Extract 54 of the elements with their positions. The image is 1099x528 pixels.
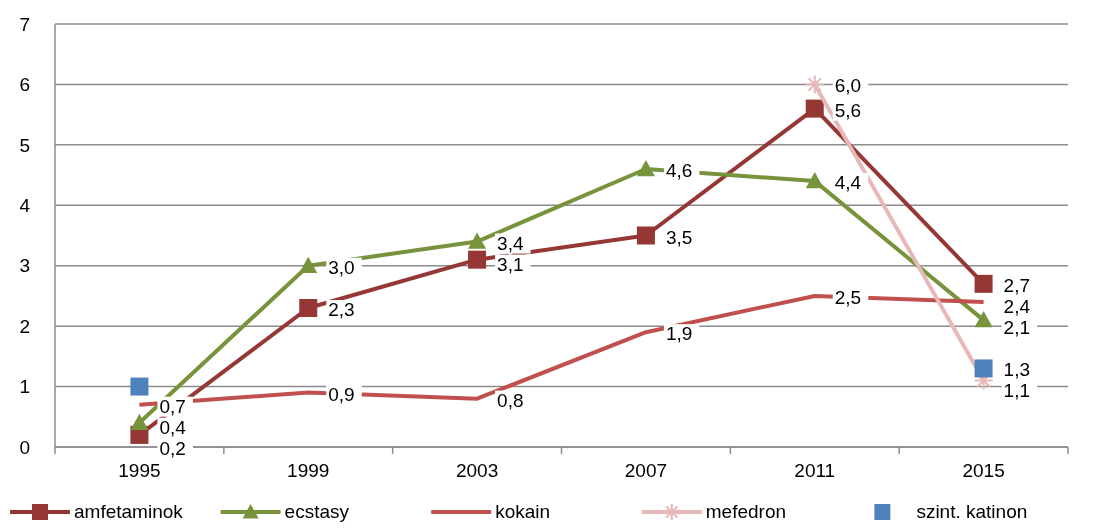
point [636,160,655,177]
data-label: 1,3 [1003,359,1031,381]
legend-label: kokain [495,501,551,522]
y-tick-label: 2 [19,315,30,337]
data-label: 2,1 [1003,316,1031,338]
data-label: 0,4 [159,416,187,438]
point [974,274,993,293]
y-tick-label: 0 [19,436,30,458]
data-label: 1,1 [1003,380,1031,402]
data-label: 2,5 [834,286,862,308]
x-tick-label: 2007 [624,460,668,481]
x-tick-label: 2015 [962,460,1005,481]
y-tick-label: 3 [19,255,30,277]
data-label: 5,6 [834,99,862,121]
data-label: 3,4 [497,232,524,254]
y-tick-label: 1 [19,376,30,398]
point [804,74,825,95]
data-label: 2,4 [1003,295,1031,317]
legend-label: ecstasy [284,501,350,522]
data-label: 0,9 [328,383,355,405]
x-tick-label: 2003 [455,460,499,481]
y-tick-label: 7 [19,13,30,35]
x-tick-label: 1995 [118,460,161,481]
x-tick-label: 1999 [287,460,330,481]
data-label: 2,7 [1003,274,1031,296]
data-label: 0,2 [159,437,186,459]
point [130,413,149,431]
data-label: 3,1 [497,253,524,275]
point [805,99,824,118]
data-label: 1,9 [665,323,693,345]
point [805,172,824,189]
data-label: 4,6 [665,160,693,182]
data-label: 0,8 [497,389,524,411]
y-tick-label: 4 [19,194,31,216]
data-label: 4,4 [834,172,862,194]
point [468,232,487,249]
x-tick-label: 2011 [794,460,836,481]
point [974,311,993,328]
point [974,359,993,378]
point [130,377,149,396]
point [636,226,655,245]
legend-label: mefedron [705,501,787,522]
legend-label: szint. katinon [916,501,1028,522]
data-label: 6,0 [834,75,862,97]
point [468,250,487,269]
data-label: 2,3 [328,299,355,321]
point [299,299,318,318]
y-tick-label: 5 [19,134,30,156]
y-tick-label: 6 [19,74,30,96]
data-label: 3,5 [665,226,693,248]
data-label: 3,0 [328,256,355,278]
data-label: 0,7 [159,395,186,417]
point [299,256,318,273]
legend-label: amfetaminok [74,501,184,522]
